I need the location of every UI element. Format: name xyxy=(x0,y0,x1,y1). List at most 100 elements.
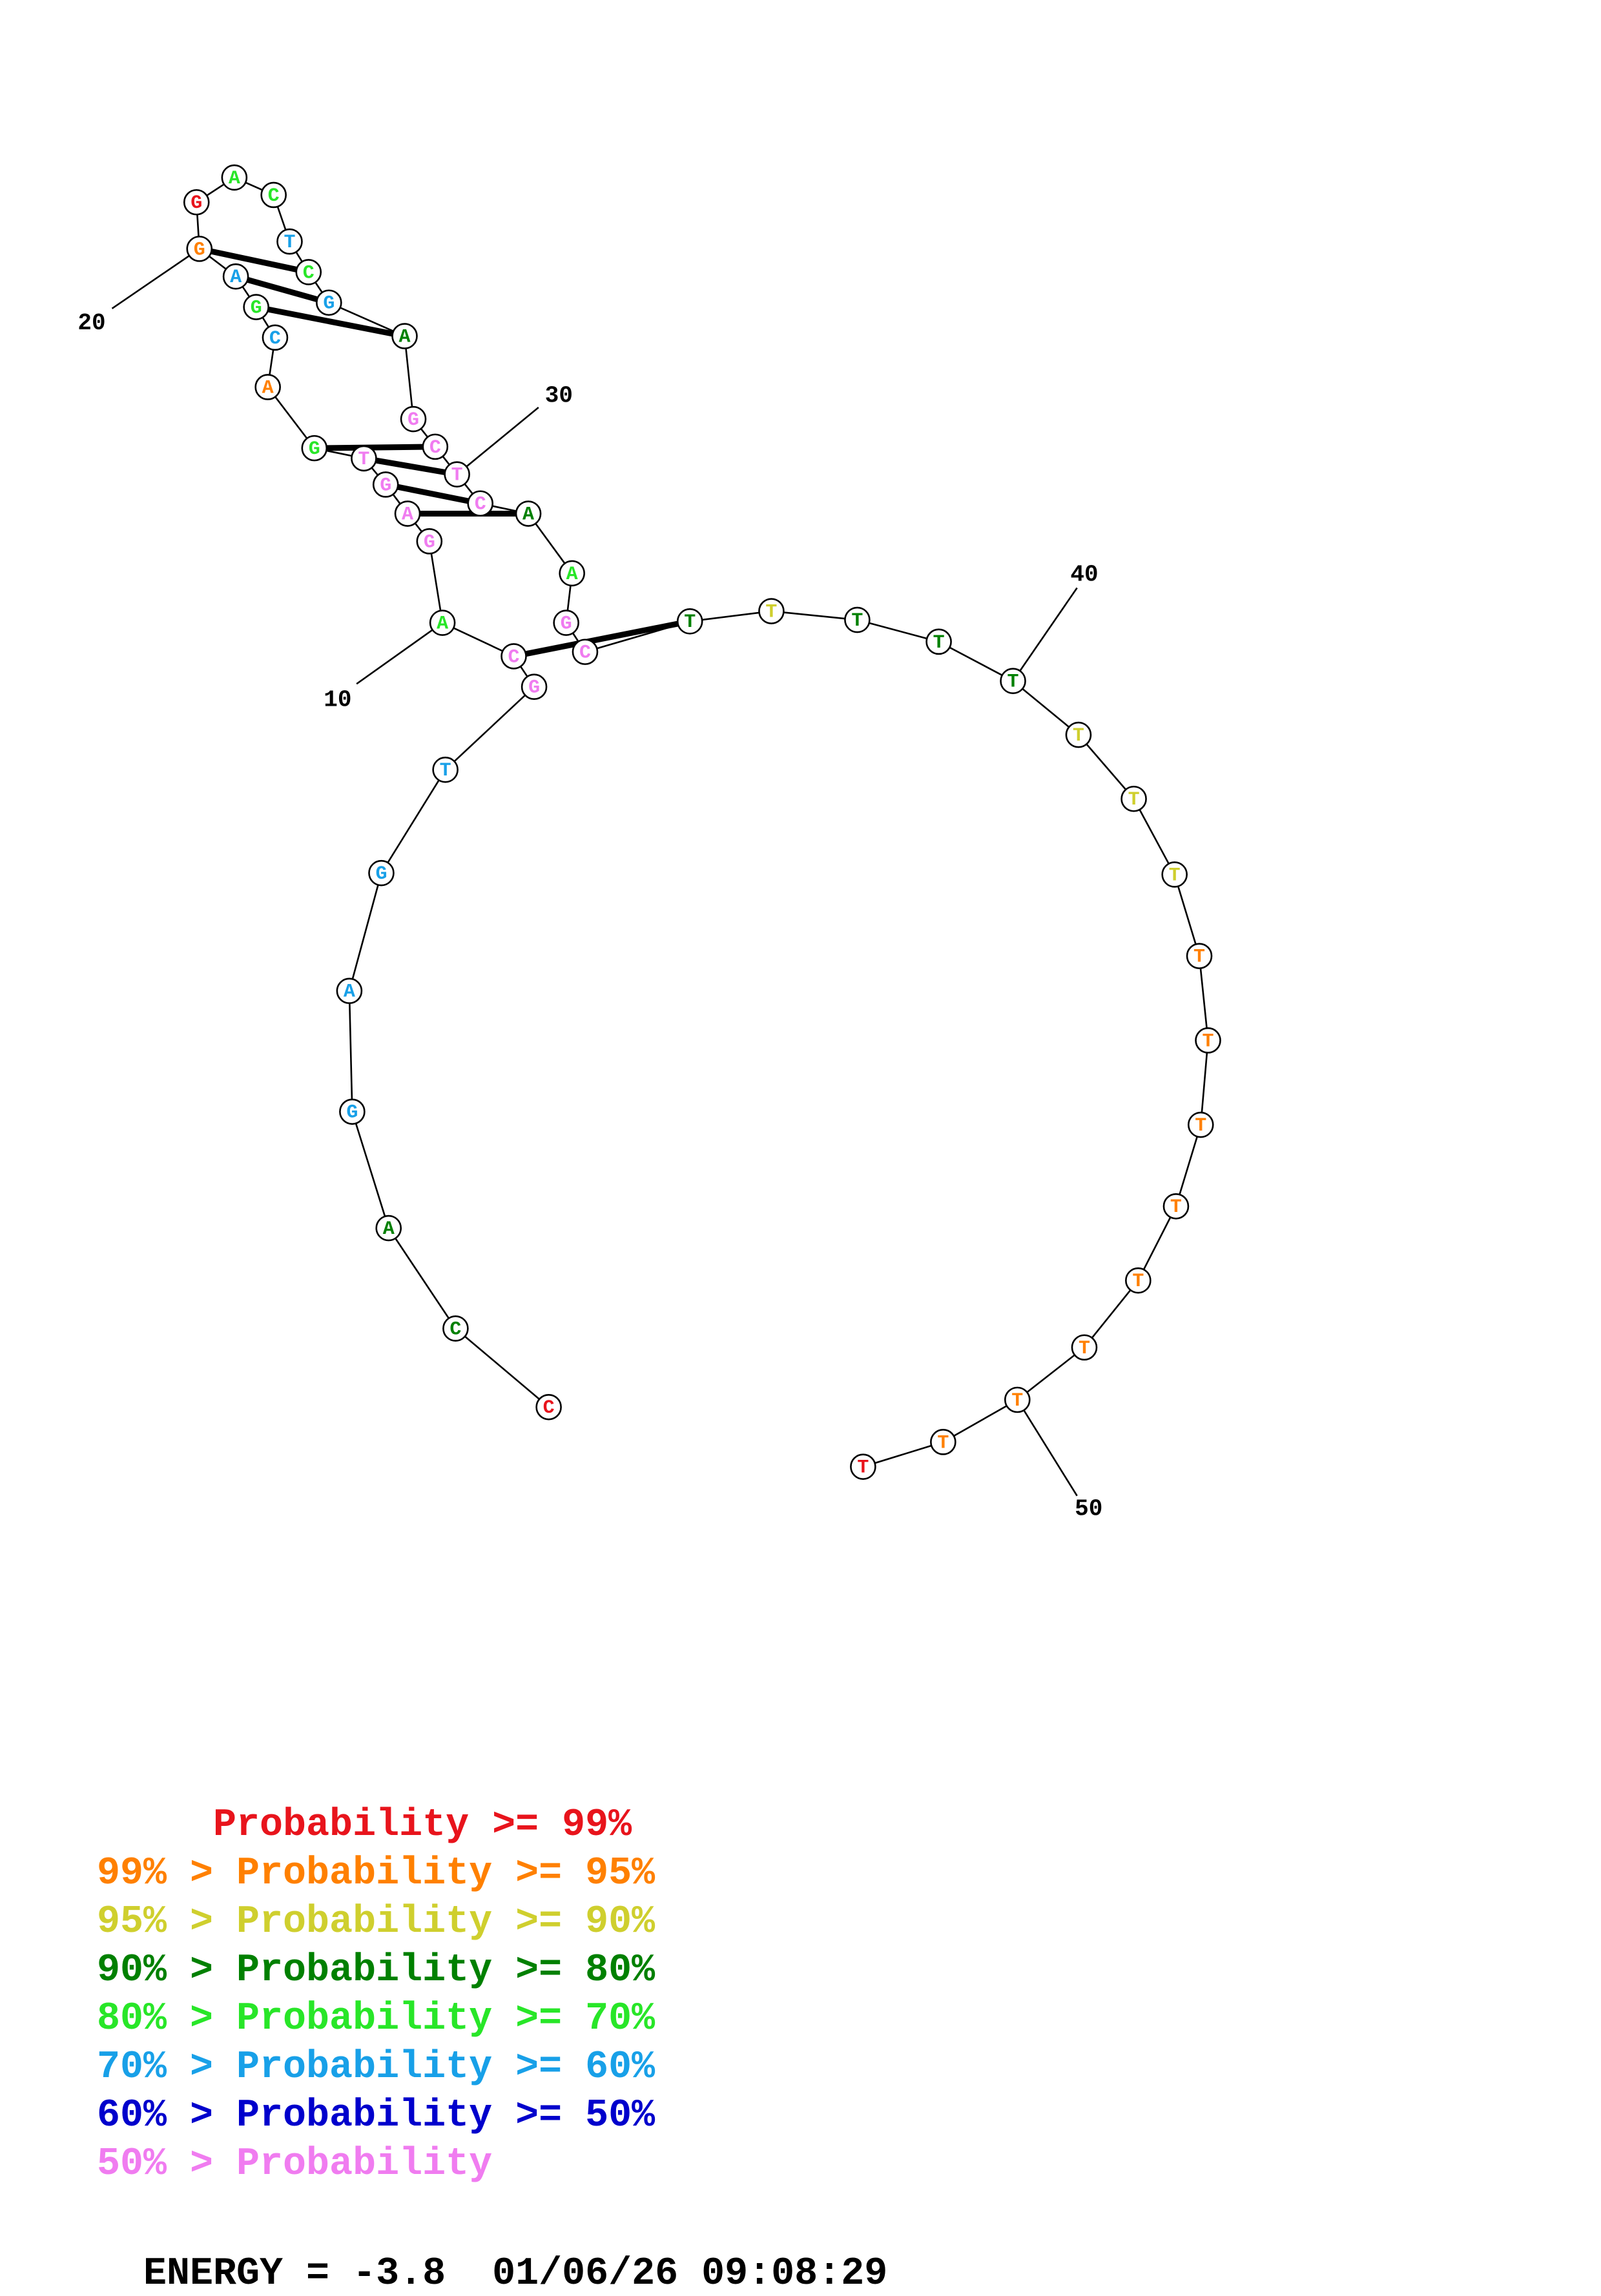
nucleotide-circle xyxy=(276,228,303,255)
backbone-segment xyxy=(444,686,535,771)
nucleotide-letter: C xyxy=(269,328,281,350)
nucleotide: T xyxy=(1195,1027,1221,1054)
nucleotide-circle xyxy=(444,461,470,487)
nucleotide: T xyxy=(1065,721,1092,748)
nucleotide: A xyxy=(375,1215,402,1242)
nucleotide-letter: A xyxy=(399,327,411,349)
nucleotide-letter: C xyxy=(543,1397,555,1419)
nucleotide-letter: T xyxy=(1169,865,1181,887)
nucleotide: T xyxy=(758,598,785,624)
nucleotide-letter: C xyxy=(429,437,441,459)
nucleotide: A xyxy=(221,164,248,191)
nucleotide: T xyxy=(1121,785,1147,812)
nucleotide-circle xyxy=(222,263,249,290)
nucleotide-circle xyxy=(301,435,328,462)
nucleotide-letter: C xyxy=(508,646,520,668)
nucleotide-letter: T xyxy=(1195,1115,1206,1137)
nucleotide-circle xyxy=(515,500,542,527)
nucleotide-circle xyxy=(394,500,421,527)
nucleotide: C xyxy=(535,1393,562,1420)
nucleotide: C xyxy=(422,433,449,460)
position-label: 40 xyxy=(1070,562,1098,588)
nucleotide: G xyxy=(400,405,427,433)
backbone-segment xyxy=(938,641,1014,682)
nucleotide-letter: T xyxy=(857,1457,869,1479)
nucleotide-letter: T xyxy=(451,465,463,487)
position-label: 30 xyxy=(545,383,573,409)
nucleotide-letter: G xyxy=(309,438,320,460)
nucleotide-circle xyxy=(553,610,579,636)
base-pair-bond xyxy=(513,618,691,659)
backbone-segment xyxy=(771,610,858,621)
nucleotide-circle xyxy=(1125,1267,1152,1294)
nucleotide: G xyxy=(372,471,399,498)
nucleotide-letter: C xyxy=(475,494,486,516)
nucleotide: T xyxy=(1162,1193,1190,1220)
nucleotide-circle xyxy=(1004,1386,1031,1413)
nucleotide-letter: T xyxy=(1073,725,1084,747)
nucleotide-circle xyxy=(1000,668,1026,695)
backbone-segment xyxy=(404,336,415,420)
backbone-segment xyxy=(857,619,939,643)
backbone-segment xyxy=(348,872,382,992)
legend-entry: 50% > Probability xyxy=(97,2142,493,2186)
nucleotide-letter: T xyxy=(684,611,696,633)
nucleotide-circle xyxy=(429,610,456,636)
legend-entry: Probability >= 99% xyxy=(97,1803,632,1847)
nucleotide-circle xyxy=(1071,1334,1098,1361)
nucleotide-circle xyxy=(183,189,210,216)
nucleotide-letter: G xyxy=(251,297,262,319)
nucleotide-circle xyxy=(400,405,427,433)
backbone-segment xyxy=(380,769,446,874)
nucleotide-circle xyxy=(260,181,287,209)
nucleotide: G xyxy=(416,528,443,555)
legend-entry: 95% > Probability >= 90% xyxy=(97,1900,656,1944)
nucleotide-letter: A xyxy=(229,168,240,190)
position-tick xyxy=(356,622,443,685)
nucleotide-letter: T xyxy=(284,232,295,254)
legend-entry: 60% > Probability >= 50% xyxy=(97,2094,656,2138)
nucleotide-circle xyxy=(432,756,459,783)
nucleotide-circle xyxy=(243,294,269,320)
nucleotide-letter: C xyxy=(303,262,315,284)
nucleotide: C xyxy=(262,324,289,351)
nucleotide-letter: G xyxy=(561,613,572,635)
nucleotide-letter: C xyxy=(579,642,591,664)
nucleotide-circle xyxy=(372,471,399,498)
nucleotide: C xyxy=(260,181,287,209)
nucleotide-circle xyxy=(339,1098,366,1125)
nucleotide-letter: C xyxy=(268,185,280,207)
nucleotide-circle xyxy=(221,164,248,191)
nucleotide: G xyxy=(316,289,342,316)
nucleotide: C xyxy=(572,639,599,665)
nucleotide: A xyxy=(336,978,363,1005)
nucleotide-circle xyxy=(295,259,322,285)
nucleotide: T xyxy=(444,461,470,487)
position-label: 50 xyxy=(1075,1496,1102,1522)
nucleotide-circle xyxy=(758,598,785,624)
nucleotide-circle xyxy=(262,324,289,351)
nucleotide-circle xyxy=(1195,1027,1221,1054)
nucleotide: T xyxy=(432,756,459,783)
nucleotide-circle xyxy=(186,236,213,262)
base-pair-bond xyxy=(385,482,481,507)
nucleotide-circle xyxy=(416,528,443,555)
nucleotide-circle xyxy=(375,1215,402,1242)
nucleotide: G xyxy=(243,294,269,320)
nucleotide-circle xyxy=(844,606,871,633)
nucleotide-letter: T xyxy=(933,632,945,654)
nucleotide-letter: T xyxy=(1079,1338,1090,1360)
nucleotide-circle xyxy=(535,1393,562,1420)
nucleotide-letter: G xyxy=(528,677,540,699)
nucleotide-circle xyxy=(930,1429,956,1455)
nucleotide-circle xyxy=(254,374,281,400)
nucleotide: A xyxy=(559,560,585,587)
nucleotide-letter: T xyxy=(1203,1030,1214,1052)
nucleotide-letter: T xyxy=(358,449,369,471)
nucleotide: G xyxy=(301,435,328,462)
position-tick xyxy=(1012,587,1078,682)
backbone-layer xyxy=(195,176,1209,1468)
nucleotide-circle xyxy=(391,323,418,349)
nucleotide-letter: G xyxy=(408,409,419,431)
nucleotide: G xyxy=(339,1098,366,1125)
